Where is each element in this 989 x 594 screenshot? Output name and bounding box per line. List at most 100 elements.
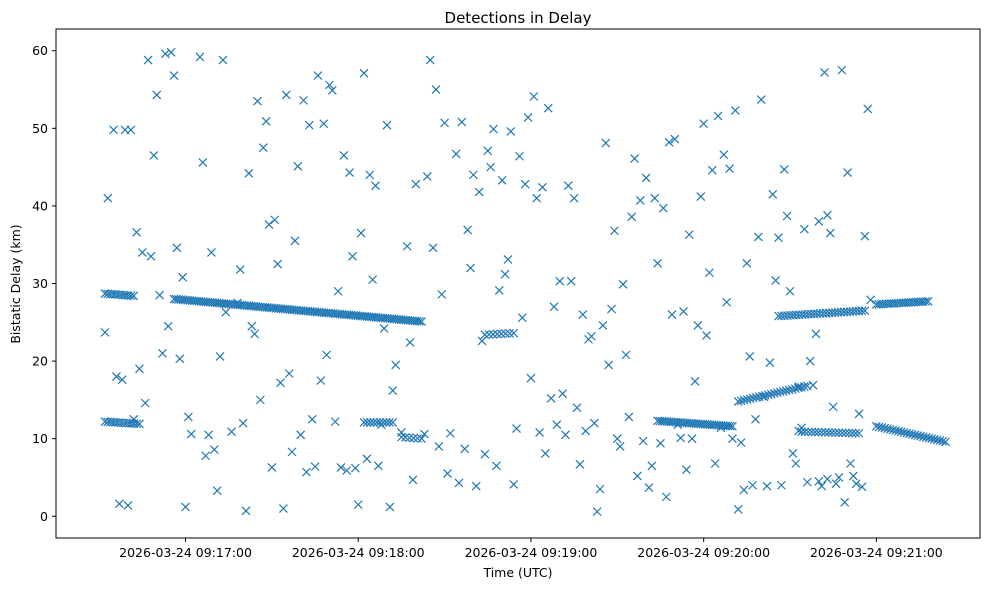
data-point-marker [178, 272, 188, 282]
data-point-marker [365, 417, 375, 427]
data-point-marker [563, 181, 573, 191]
data-point-marker [281, 90, 291, 100]
data-point-marker [707, 165, 717, 175]
data-point-marker [135, 364, 144, 374]
data-point-marker [880, 423, 890, 433]
data-point-marker [411, 179, 421, 189]
data-point-marker [837, 65, 847, 75]
y-tick-label: 10 [32, 431, 48, 446]
data-point-marker [552, 420, 562, 430]
data-point-marker [722, 297, 732, 307]
data-point-marker [615, 442, 625, 451]
data-point-marker [902, 428, 912, 438]
data-point-marker [535, 428, 545, 437]
data-point-marker [385, 417, 395, 427]
data-point-marker [158, 348, 167, 358]
data-point-marker [896, 427, 906, 437]
data-point-marker [811, 329, 821, 339]
data-point-marker [529, 92, 539, 101]
data-point-marker [293, 161, 303, 171]
data-point-marker [885, 424, 895, 434]
data-point-marker [595, 484, 605, 494]
data-point-marker [310, 462, 320, 472]
data-point-marker [109, 125, 118, 135]
data-point-marker [396, 432, 406, 442]
data-point-marker [641, 173, 651, 183]
y-axis-label: Bistatic Delay (km) [8, 224, 23, 343]
data-point-marker [814, 217, 824, 226]
data-point-marker [797, 427, 806, 437]
data-point-marker [496, 329, 506, 339]
data-point-marker [638, 436, 648, 446]
data-point-marker [658, 203, 668, 213]
data-point-marker [847, 428, 857, 438]
data-point-marker [114, 499, 124, 509]
data-point-marker [916, 431, 926, 441]
data-point-marker [854, 409, 864, 419]
data-point-marker [181, 502, 190, 512]
data-point-marker [710, 459, 720, 468]
data-point-marker [409, 433, 418, 443]
data-point-marker [581, 426, 591, 436]
data-point-marker [894, 426, 903, 436]
data-point-marker [891, 426, 901, 436]
data-point-marker [696, 192, 706, 202]
data-point-marker [834, 473, 844, 482]
data-point-marker [155, 290, 165, 300]
data-point-marker [466, 263, 475, 273]
data-point-marker [408, 475, 418, 485]
data-point-marker [132, 227, 142, 237]
data-point-marker [670, 134, 680, 144]
data-point-marker [218, 55, 228, 65]
data-point-marker [923, 296, 933, 306]
data-point-marker [489, 124, 498, 134]
data-point-marker [425, 55, 435, 65]
x-axis: 2026-03-24 09:17:00 2026-03-24 09:18:00 20… [119, 538, 943, 560]
data-point-marker [362, 417, 372, 427]
data-point-marker [204, 430, 213, 440]
y-tick-label: 50 [32, 121, 48, 136]
data-point-marker [877, 423, 887, 432]
data-point-marker [299, 95, 308, 105]
data-point-marker [417, 434, 426, 444]
data-point-marker [198, 158, 208, 167]
data-point-marker [422, 171, 432, 181]
data-point-marker [195, 52, 205, 62]
data-point-marker [135, 419, 144, 429]
data-point-marker [762, 481, 772, 491]
data-point-marker [874, 422, 884, 432]
data-point-marker [532, 193, 542, 203]
data-point-marker [540, 449, 550, 458]
data-point-marker [854, 428, 864, 438]
plot-area [100, 47, 950, 517]
data-point-marker [644, 483, 654, 492]
data-point-marker [803, 427, 813, 437]
data-point-marker [290, 236, 300, 246]
data-point-marker [250, 329, 260, 339]
data-point-marker [927, 434, 937, 444]
data-point-marker [437, 289, 447, 299]
data-point-marker [175, 354, 185, 364]
data-point-marker [733, 504, 743, 514]
data-point-marker [186, 429, 196, 439]
data-point-marker [163, 321, 173, 331]
data-point-marker [768, 189, 778, 199]
data-point-marker [369, 417, 379, 427]
data-point-marker [342, 466, 352, 475]
data-point-marker [227, 427, 237, 437]
data-point-marker [405, 433, 414, 443]
data-point-marker [569, 193, 579, 203]
data-point-marker [782, 211, 792, 221]
data-point-marker [910, 430, 920, 440]
data-point-marker [166, 47, 176, 57]
data-point-marker [788, 449, 798, 458]
data-point-marker [863, 104, 873, 114]
data-point-marker [264, 220, 274, 229]
data-point-marker [820, 427, 830, 437]
data-point-marker [830, 428, 840, 438]
data-point-marker [451, 149, 461, 159]
data-point-marker [103, 193, 113, 203]
data-point-marker [736, 438, 746, 447]
data-point-marker [304, 120, 314, 130]
